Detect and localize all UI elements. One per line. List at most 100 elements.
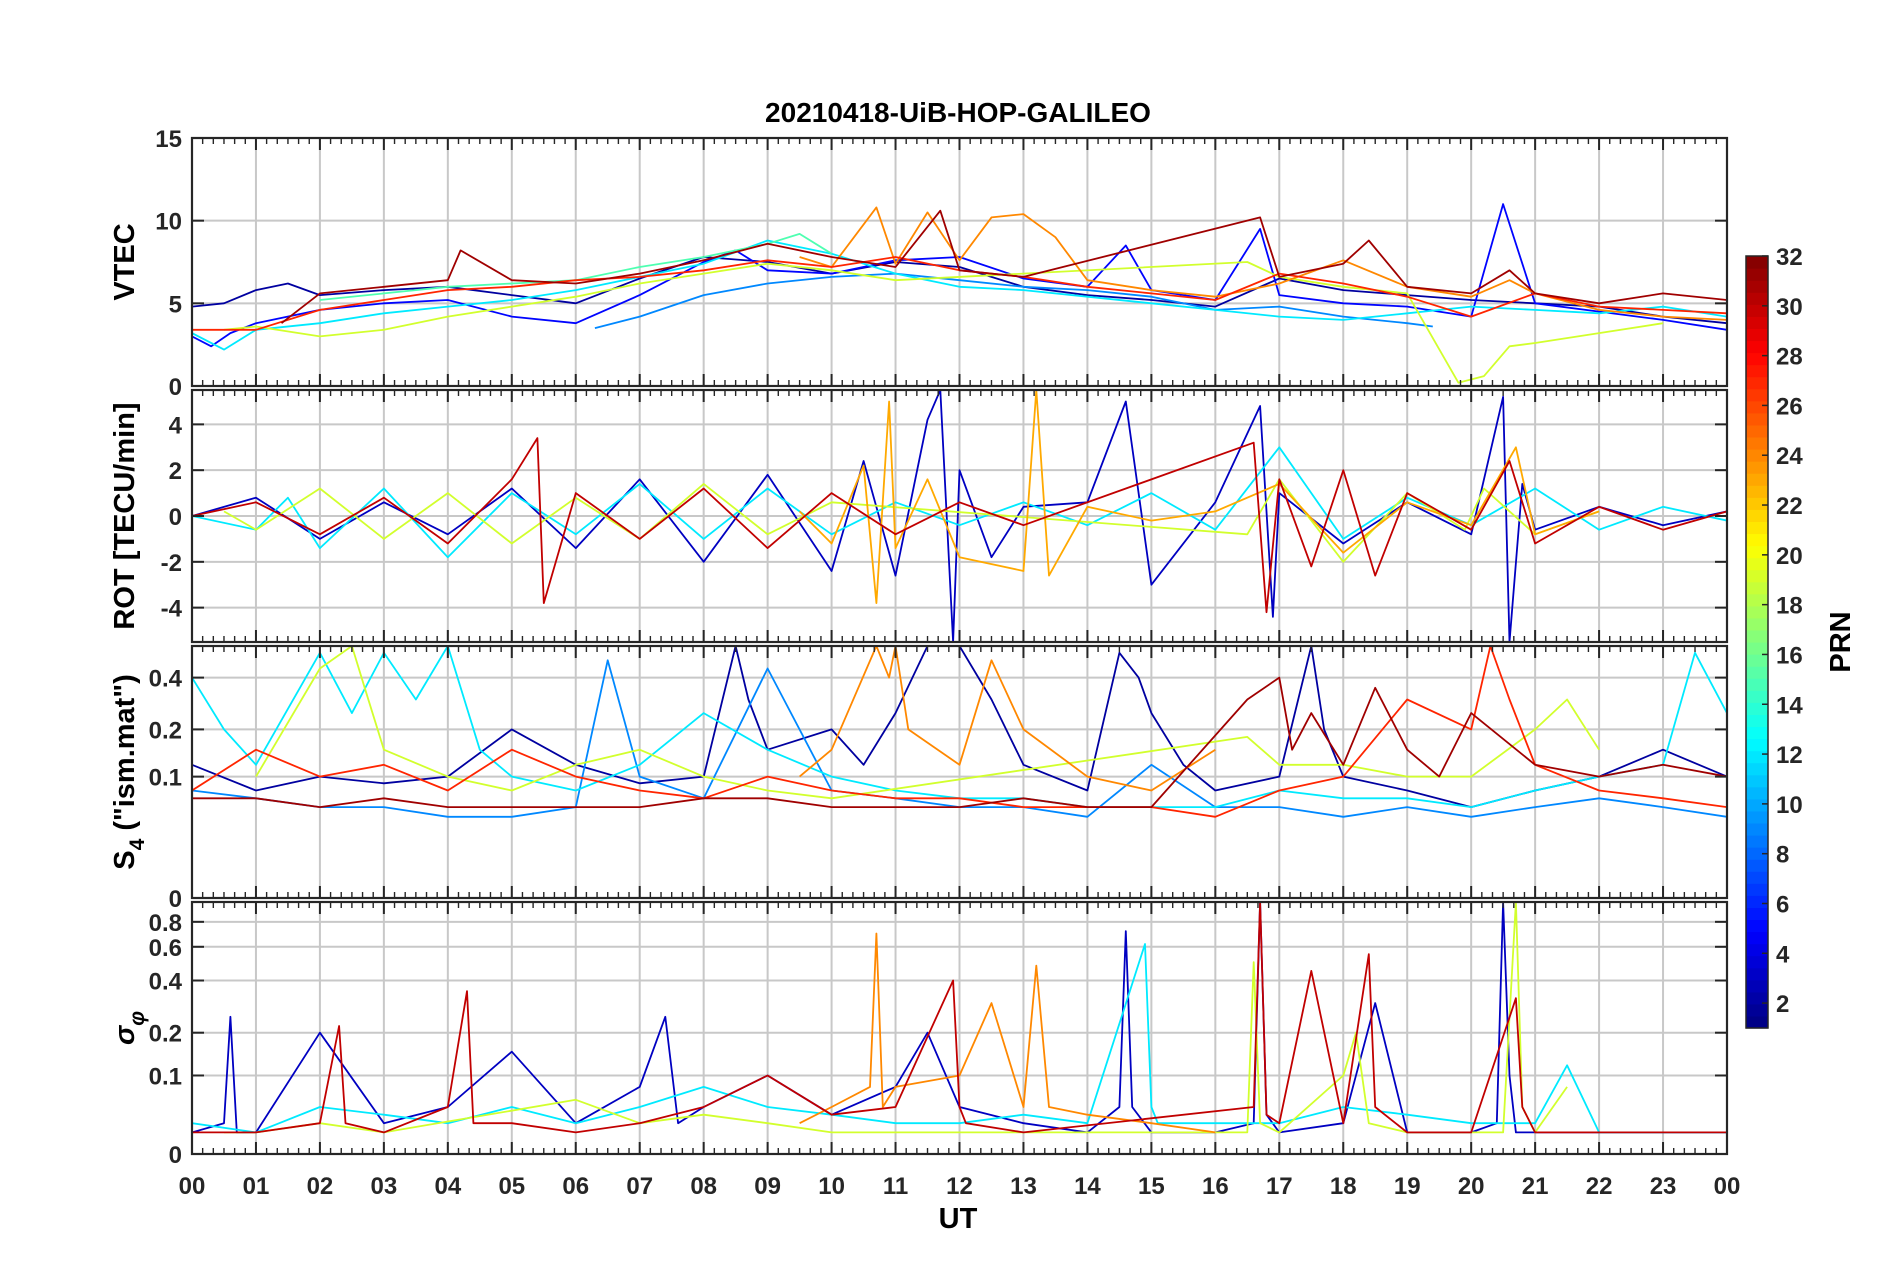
colorbar-segment <box>1746 316 1768 329</box>
panel-sigma_phi: 0 0.1 0.2 0.4 0.60.8 σφ <box>109 900 1729 1169</box>
series-prn-3 <box>192 902 1727 1134</box>
colorbar-segment <box>1746 593 1768 607</box>
y-tick-label: 0 <box>169 504 182 531</box>
series-prn-30 <box>192 437 1727 614</box>
colorbar-segment <box>1746 304 1768 317</box>
chart-title: 20210418-UiB-HOP-GALILEO <box>765 97 1151 128</box>
colorbar-segment <box>1746 388 1768 402</box>
x-tick-label: 16 <box>1202 1173 1229 1200</box>
series-prn-24 <box>799 646 1216 792</box>
y-tick-label: 0.1 <box>149 765 182 792</box>
y-tick-label: 0.1 <box>149 1063 182 1090</box>
colorbar-segment <box>1746 798 1768 812</box>
y-tick-label: 0.4 <box>149 666 183 693</box>
colorbar-tick-label: 2 <box>1776 991 1789 1018</box>
x-tick-label: 18 <box>1330 1173 1357 1200</box>
y-tick-label: 2 <box>169 458 182 485</box>
y-axis-label-s4: S4 ("ism.mat") <box>109 674 149 870</box>
colorbar-tick-label: 30 <box>1776 294 1803 321</box>
y-tick-label: 0.8 <box>149 910 182 937</box>
y-tick-label: 15 <box>155 126 182 153</box>
colorbar-segment <box>1746 931 1768 945</box>
series-prn-15 <box>319 233 833 301</box>
colorbar-segment <box>1746 569 1768 583</box>
series-prn-30 <box>192 902 1727 1134</box>
colorbar-segment <box>1746 509 1768 522</box>
colorbar-tick-label: 12 <box>1776 742 1803 769</box>
colorbar-segment <box>1746 485 1768 498</box>
series-prn-3 <box>192 390 1727 642</box>
y-tick-label: 0.4 <box>149 969 183 996</box>
colorbar-tick-label: 18 <box>1776 593 1803 620</box>
series-prn-31 <box>280 209 1727 324</box>
colorbar-segment <box>1746 738 1768 752</box>
x-tick-label: 05 <box>498 1173 525 1200</box>
colorbar-segment <box>1746 726 1768 740</box>
x-tick-label: 06 <box>562 1173 589 1200</box>
colorbar-segment <box>1746 424 1768 438</box>
y-tick-label: 5 <box>169 291 182 318</box>
colorbar-segment <box>1746 859 1768 872</box>
colorbar-segment <box>1746 822 1768 836</box>
colorbar-segment <box>1746 1003 1768 1017</box>
colorbar-segment <box>1746 605 1768 619</box>
colorbar-segment <box>1746 654 1768 667</box>
series-group-vtec <box>192 203 1727 384</box>
series-prn-19 <box>223 478 1600 563</box>
major-ticks-rot <box>191 390 1728 642</box>
colorbar-tick-label: 16 <box>1776 642 1803 669</box>
colorbar-segment <box>1746 473 1768 486</box>
series-group-s4 <box>192 646 1727 818</box>
colorbar-segment <box>1746 400 1768 414</box>
colorbar-segment <box>1746 292 1768 305</box>
colorbar-segment <box>1746 955 1768 969</box>
colorbar-segment <box>1746 436 1768 450</box>
x-tick-labels: 00 01 02 03 04 05 06 07 08 09 10 11 12 13 14 15 16 17 18 19… <box>179 1173 1741 1200</box>
colorbar-segment <box>1746 786 1768 800</box>
colorbar-label: PRN <box>1825 611 1857 672</box>
x-tick-label: 09 <box>754 1173 781 1200</box>
colorbar-segment <box>1746 774 1768 788</box>
series-group-sigma_phi <box>192 902 1727 1134</box>
grid-sigma_phi <box>192 902 1727 1154</box>
x-tick-label: 15 <box>1138 1173 1165 1200</box>
y-tick-label: 0.6 <box>149 935 182 962</box>
colorbar-tick-label: 32 <box>1776 244 1803 271</box>
colorbar-segment <box>1746 412 1768 426</box>
colorbar-segment <box>1746 666 1768 679</box>
colorbar-segment <box>1746 943 1768 957</box>
colorbar-tick-label: 20 <box>1776 543 1803 570</box>
colorbar-segment <box>1746 256 1768 269</box>
colorbar-segment <box>1746 449 1768 462</box>
colorbar-segment <box>1746 979 1768 993</box>
minor-ticks-rot <box>201 390 1718 642</box>
colorbar-box <box>1745 255 1769 1029</box>
series-prn-24 <box>799 932 1216 1134</box>
x-tick-label: 04 <box>434 1173 461 1200</box>
colorbar-segment <box>1746 328 1768 342</box>
panel-vtec: 0 5 10 15 VTEC <box>109 126 1729 401</box>
series-prn-27 <box>192 646 1727 818</box>
colorbar-segment <box>1746 991 1768 1005</box>
colorbar-tick-label: 24 <box>1776 443 1803 470</box>
colorbar-tick-label: 14 <box>1776 692 1803 719</box>
y-tick-label: 0 <box>169 374 182 401</box>
x-tick-label: 11 <box>883 1173 908 1200</box>
grid-vtec <box>192 138 1727 386</box>
minor-ticks-vtec <box>201 138 1718 386</box>
major-ticks-s4 <box>191 646 1728 898</box>
colorbar-segment <box>1746 376 1768 390</box>
series-prn-19 <box>223 261 1664 384</box>
y-tick-label: 0 <box>169 1142 182 1169</box>
x-tick-label: 00 <box>179 1173 206 1200</box>
colorbar-segment <box>1746 280 1768 293</box>
colorbar-segment <box>1746 967 1768 981</box>
colorbar-segment <box>1746 702 1768 715</box>
y-axis-label-sigma_phi: σφ <box>109 1011 149 1045</box>
x-tick-label: 20 <box>1458 1173 1485 1200</box>
colorbar-segment <box>1746 340 1768 354</box>
colorbar-tick-label: 28 <box>1776 344 1803 371</box>
colorbar-segment <box>1746 545 1768 559</box>
panel-s4: 0 0.1 0.2 0.4S4 ("ism.mat") <box>109 644 1729 913</box>
